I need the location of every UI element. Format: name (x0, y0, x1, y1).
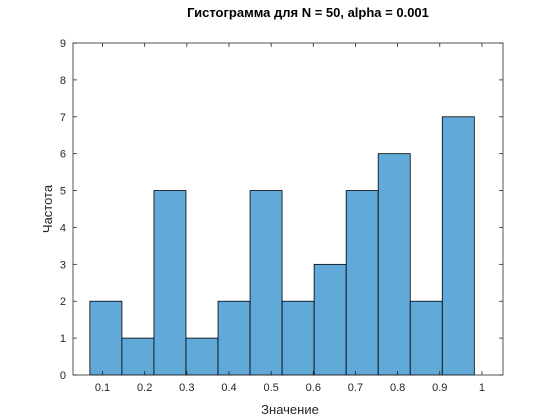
histogram-bar (249, 190, 283, 376)
x-tick-label: 0.7 (348, 382, 363, 394)
y-tick-label: 1 (60, 333, 66, 345)
x-tick-label: 0.6 (306, 382, 321, 394)
axes-box (72, 42, 504, 376)
y-tick-label: 0 (60, 370, 66, 382)
y-tick-label: 6 (60, 149, 66, 161)
histogram-bar (153, 190, 187, 376)
x-tick-label: 0.9 (432, 382, 447, 394)
histogram-bar (345, 190, 379, 376)
x-tick-label: 0.5 (263, 382, 278, 394)
x-tick-label: 0.8 (390, 382, 405, 394)
x-axis-label: Значение (261, 402, 319, 417)
y-tick-label: 4 (60, 222, 66, 234)
histogram-bar (313, 263, 347, 376)
histogram-bar (121, 337, 155, 376)
axes-group (72, 42, 504, 376)
histogram-bar (409, 300, 443, 376)
histogram-bar (377, 153, 411, 376)
x-tick-label: 0.3 (179, 382, 194, 394)
x-tick-label: 0.1 (95, 382, 110, 394)
chart-title: Гистограмма для N = 50, alpha = 0.001 (187, 5, 429, 20)
y-tick-label: 7 (60, 112, 66, 124)
ticks-group: 0.1 0.2 0.3 0.4 0.5 0.6 0.7 0.8 0.9 1 0 1 2 3 4 5 6 7 8 9 (60, 38, 503, 394)
histogram-bar (441, 116, 475, 376)
y-tick-label: 5 (60, 186, 66, 198)
x-tick-label: 1 (479, 382, 485, 394)
y-tick-label: 8 (60, 75, 66, 87)
x-tick-label: 0.4 (221, 382, 236, 394)
bars-group (89, 116, 475, 376)
y-axis-label: Частота (40, 184, 55, 233)
histogram-bar (89, 300, 123, 376)
histogram-bar (281, 300, 315, 376)
histogram-bar (217, 300, 251, 376)
y-tick-label: 9 (60, 38, 66, 50)
y-tick-label: 3 (60, 259, 66, 271)
y-tick-label: 2 (60, 296, 66, 308)
histogram-bar (185, 337, 219, 376)
x-tick-label: 0.2 (137, 382, 152, 394)
